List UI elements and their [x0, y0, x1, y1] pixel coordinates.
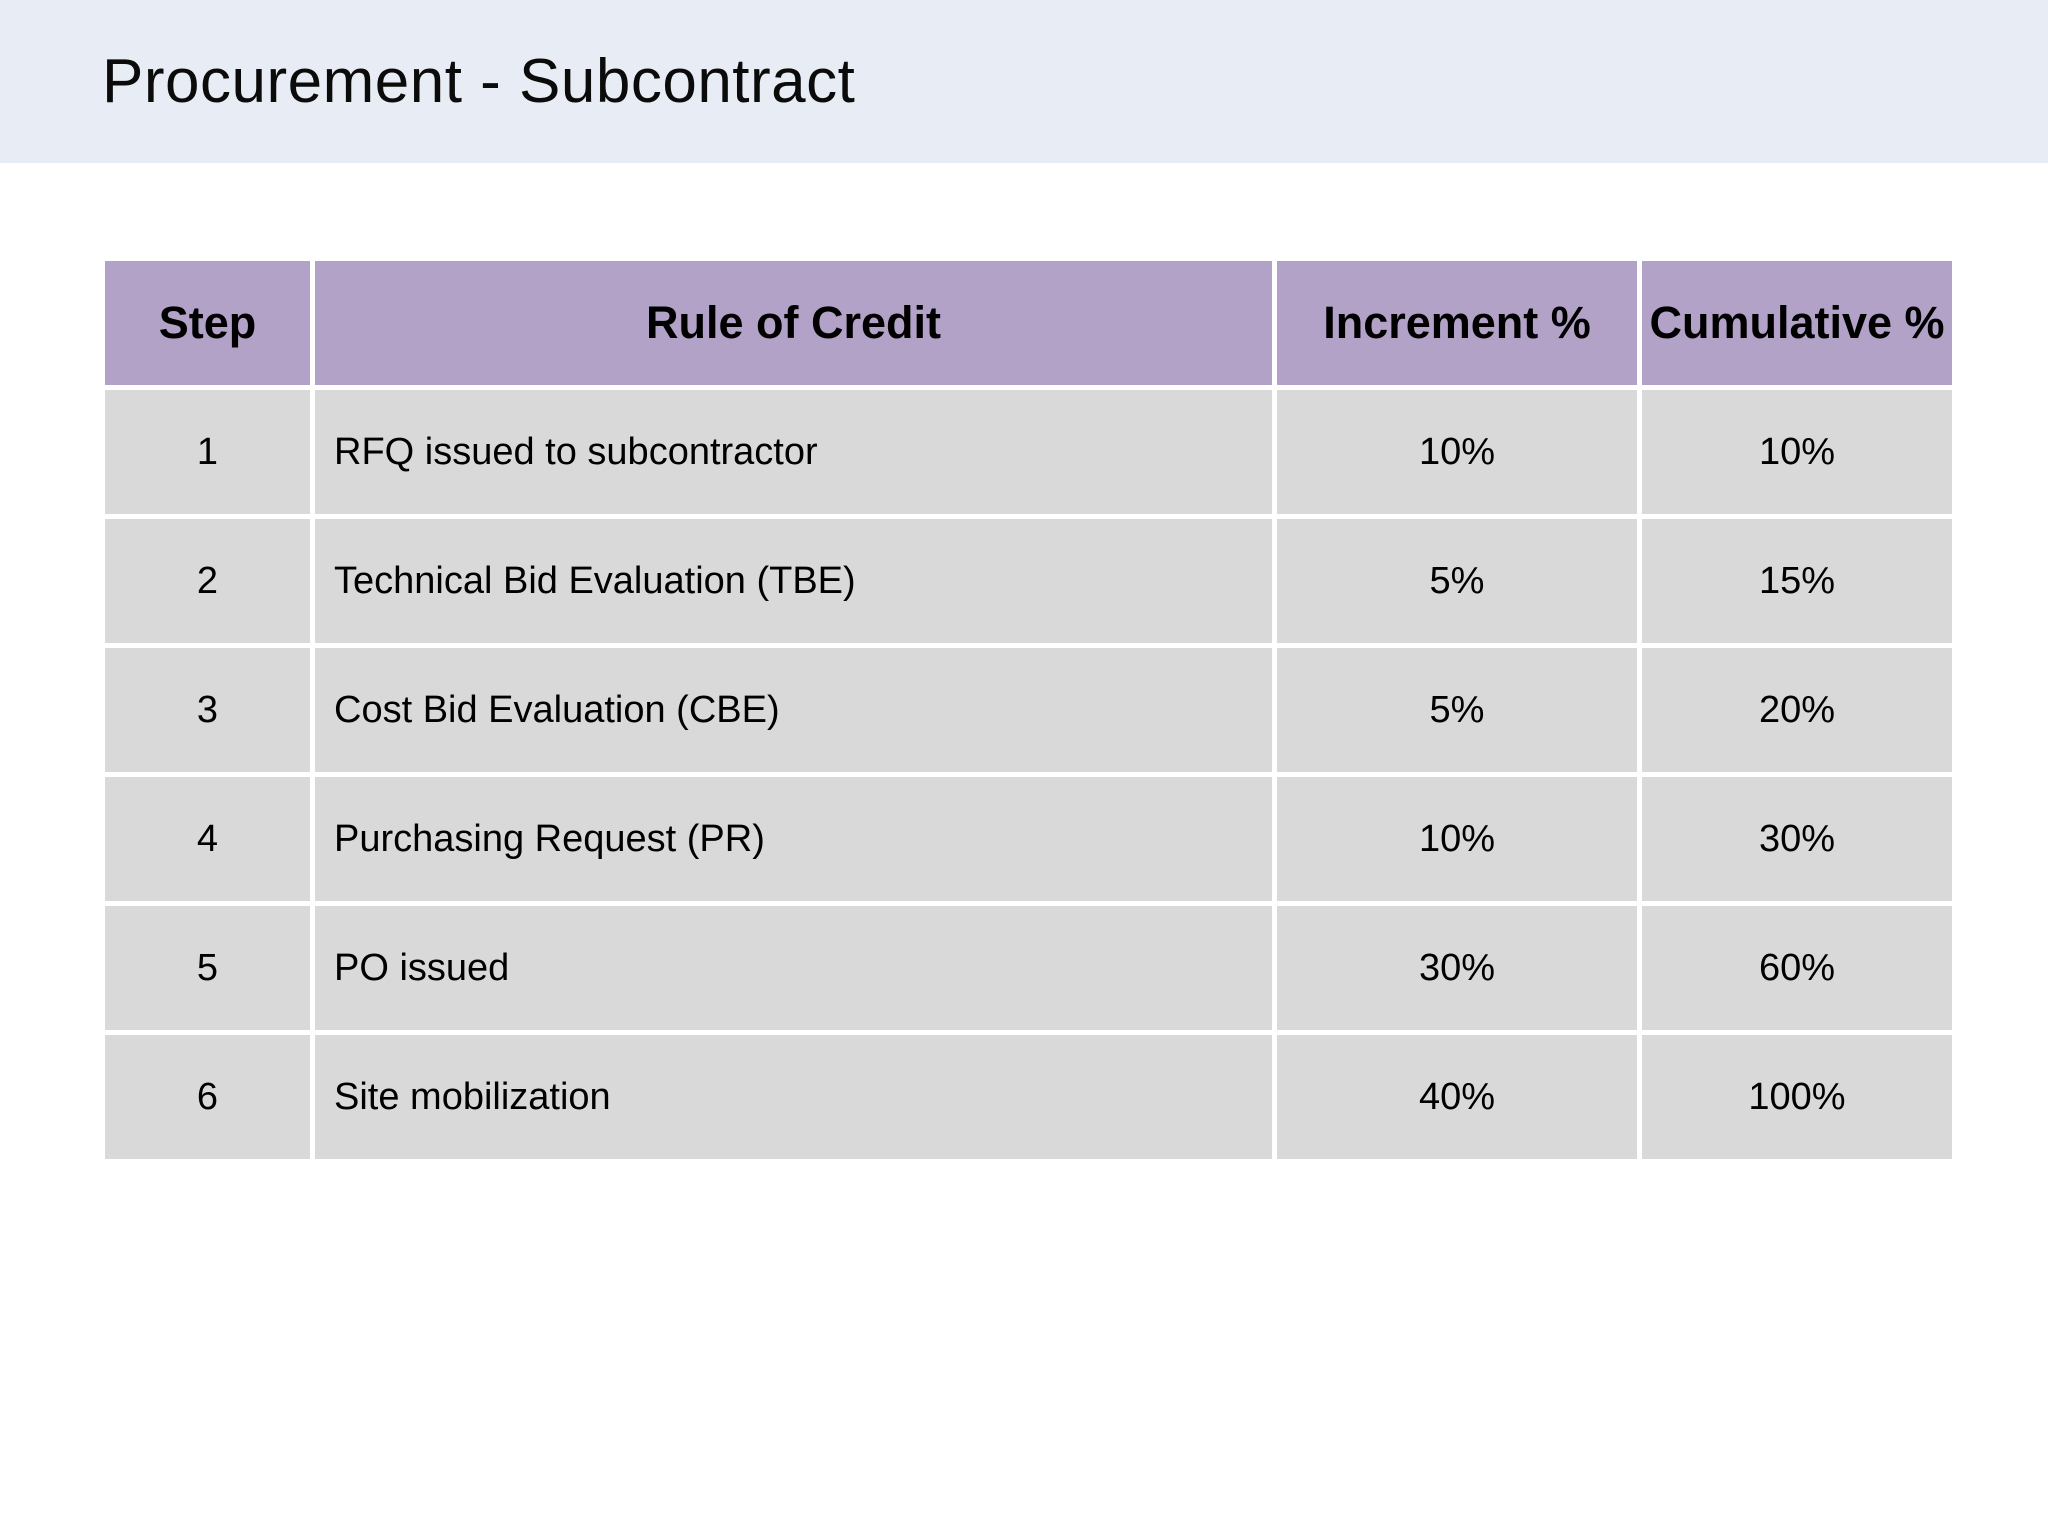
cell-increment: 10% — [1277, 777, 1637, 901]
slide-header-band: Procurement - Subcontract — [0, 0, 2048, 163]
cell-cumulative: 15% — [1642, 519, 1952, 643]
cell-rule: Technical Bid Evaluation (TBE) — [315, 519, 1272, 643]
cell-rule: Site mobilization — [315, 1035, 1272, 1159]
cell-increment: 5% — [1277, 648, 1637, 772]
cell-step: 1 — [105, 390, 310, 514]
cell-cumulative: 20% — [1642, 648, 1952, 772]
cell-cumulative: 60% — [1642, 906, 1952, 1030]
cell-increment: 5% — [1277, 519, 1637, 643]
cell-rule: Cost Bid Evaluation (CBE) — [315, 648, 1272, 772]
cell-increment: 40% — [1277, 1035, 1637, 1159]
header-cell-rule: Rule of Credit — [315, 261, 1272, 385]
cell-step: 6 — [105, 1035, 310, 1159]
cell-cumulative: 10% — [1642, 390, 1952, 514]
cell-cumulative: 30% — [1642, 777, 1952, 901]
cell-cumulative: 100% — [1642, 1035, 1952, 1159]
cell-rule: PO issued — [315, 906, 1272, 1030]
cell-step: 4 — [105, 777, 310, 901]
cell-increment: 10% — [1277, 390, 1637, 514]
cell-rule: Purchasing Request (PR) — [315, 777, 1272, 901]
page-title: Procurement - Subcontract — [102, 47, 856, 116]
cell-step: 5 — [105, 906, 310, 1030]
cell-rule: RFQ issued to subcontractor — [315, 390, 1272, 514]
cell-step: 3 — [105, 648, 310, 772]
rule-of-credit-table: Step Rule of Credit Increment % Cumulati… — [105, 261, 1952, 1159]
cell-step: 2 — [105, 519, 310, 643]
header-cell-step: Step — [105, 261, 310, 385]
header-cell-cumulative: Cumulative % — [1642, 261, 1952, 385]
header-cell-increment: Increment % — [1277, 261, 1637, 385]
cell-increment: 30% — [1277, 906, 1637, 1030]
